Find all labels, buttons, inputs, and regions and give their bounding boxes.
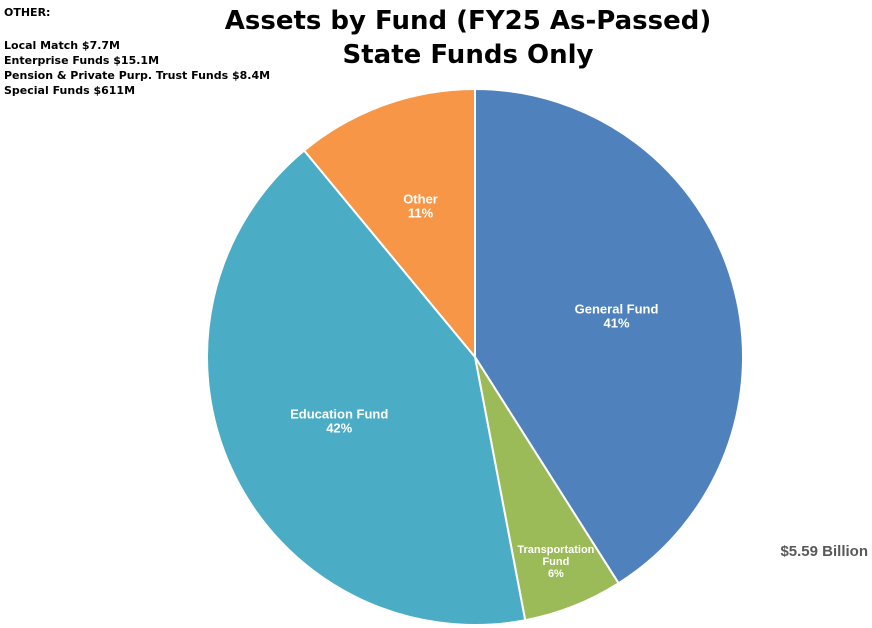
other-breakdown-note: OTHER: Local Match $7.7M Enterprise Fund…: [4, 6, 270, 98]
chart-subtitle: State Funds Only: [342, 40, 594, 70]
slice-label-education-fund: Education Fund 42%: [290, 406, 388, 435]
other-note-line: Pension & Private Purp. Trust Funds $8.4…: [4, 69, 271, 82]
slice-percent-label: 42%: [326, 420, 352, 435]
slice-label-other: Other 11%: [403, 191, 438, 220]
other-note-heading: OTHER:: [4, 6, 51, 19]
slice-name-label: Other: [403, 191, 438, 206]
pie-slice-general-fund: [474, 88, 744, 585]
slice-label-general-fund: General Fund 41%: [575, 301, 659, 330]
slice-label-transportation-fund: Transportation Fund 6%: [517, 544, 594, 580]
other-note-line: Enterprise Funds $15.1M: [4, 54, 160, 67]
slice-name-label: Fund: [542, 556, 569, 568]
chart-title-block: Assets by Fund (FY25 As-Passed) State Fu…: [0, 4, 872, 72]
slice-name-label: Transportation: [517, 544, 594, 556]
other-note-line: Local Match $7.7M: [4, 39, 121, 52]
total-assets-label: $5.59 Billion: [780, 543, 868, 560]
slice-percent-label: 6%: [548, 568, 564, 580]
slice-name-label: Education Fund: [290, 406, 388, 421]
slice-percent-label: 41%: [604, 315, 630, 330]
slice-name-label: General Fund: [575, 301, 659, 316]
slice-percent-label: 11%: [408, 205, 434, 220]
pie-slice-other: [303, 88, 476, 358]
pie-slice-education-fund: [206, 149, 527, 626]
chart-title: Assets by Fund (FY25 As-Passed): [224, 6, 712, 36]
other-note-line: Special Funds $611M: [4, 84, 136, 97]
